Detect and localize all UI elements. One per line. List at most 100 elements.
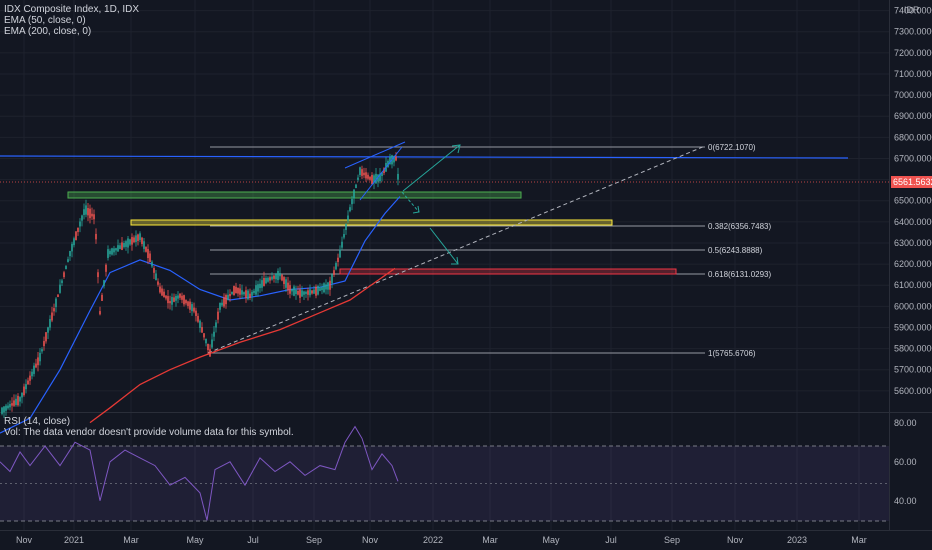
candle-body: [257, 284, 259, 292]
candle-body: [351, 198, 353, 205]
candle-body: [233, 285, 235, 296]
candle-body: [271, 276, 273, 280]
candle-body: [277, 270, 279, 281]
candle-body: [85, 205, 87, 215]
candle-body: [255, 285, 257, 295]
candle-body: [33, 365, 35, 374]
candle-body: [29, 375, 31, 381]
candle-body: [39, 352, 41, 362]
candle-body: [393, 155, 395, 163]
candle-body: [13, 400, 15, 406]
candle-body: [153, 268, 155, 273]
price-tick-label: 5900.0000: [894, 322, 932, 332]
candle-body: [309, 289, 311, 296]
volume-notice: Vol: The data vendor doesn't provide vol…: [4, 427, 294, 438]
channel-line-lower[interactable]: [359, 146, 403, 201]
ema50-line: [0, 196, 401, 434]
candle-body: [103, 280, 105, 287]
candle-body: [335, 263, 337, 270]
candle-body: [183, 295, 185, 305]
candle-body: [301, 290, 303, 297]
candle-body: [327, 282, 329, 290]
candle-body: [49, 318, 51, 328]
ema200-line: [89, 267, 396, 424]
candle-body: [261, 280, 263, 288]
candle-body: [365, 172, 367, 179]
candle-body: [297, 290, 299, 295]
candle-body: [147, 249, 149, 259]
candle-body: [223, 297, 225, 307]
candle-body: [381, 172, 383, 176]
candle-body: [67, 259, 69, 262]
candle-body: [187, 301, 189, 306]
dashed-trend-line[interactable]: [207, 145, 706, 354]
candle-body: [287, 282, 289, 291]
candle-body: [269, 277, 271, 281]
candle-body: [53, 308, 55, 312]
candle-body: [225, 295, 227, 305]
candle-body: [137, 234, 139, 241]
ema200-legend[interactable]: EMA (200, close, 0): [4, 26, 92, 37]
candle-body: [95, 233, 97, 240]
time-tick-label: 2023: [787, 535, 807, 545]
yellow-support-zone[interactable]: [130, 219, 613, 226]
candle-body: [123, 242, 125, 248]
candle-body: [191, 304, 193, 312]
candle-body: [177, 295, 179, 299]
candle-body: [305, 291, 307, 294]
candle-body: [245, 290, 247, 298]
candle-body: [141, 237, 143, 245]
candle-body: [253, 290, 255, 293]
rsi-tick-label: 80.00: [894, 418, 917, 428]
price-tick-label: 6500.0000: [894, 196, 932, 206]
candle-body: [283, 277, 285, 285]
red-support-zone[interactable]: [339, 268, 677, 275]
price-tick-label: 7100.0000: [894, 69, 932, 79]
channel-line-upper[interactable]: [344, 141, 406, 169]
candle-body: [357, 177, 359, 180]
candle-body: [175, 295, 177, 301]
symbol-title[interactable]: IDX Composite Index, 1D, IDX: [4, 4, 140, 15]
rsi-axis[interactable]: 80.00 60.00 40.00: [894, 418, 917, 506]
green-support-zone[interactable]: [67, 191, 522, 199]
candle-body: [395, 156, 397, 161]
candle-body: [285, 279, 287, 288]
rsi-title[interactable]: RSI (14, close): [4, 416, 71, 427]
candle-body: [23, 386, 25, 396]
candle-body: [197, 315, 199, 322]
current-price-tag: [891, 176, 932, 188]
candle-body: [307, 290, 309, 295]
candle-body: [311, 290, 313, 294]
blue-horizontal-line[interactable]: [0, 155, 849, 159]
candle-body: [173, 297, 175, 302]
candle-body: [325, 284, 327, 290]
time-tick-label: 2021: [64, 535, 84, 545]
candle-body: [75, 231, 77, 241]
candle-body: [383, 168, 385, 174]
ema50-legend[interactable]: EMA (50, close, 0): [4, 15, 86, 26]
candle-body: [97, 272, 99, 278]
candle-body: [359, 167, 361, 175]
candle-body: [61, 280, 63, 283]
candle-body: [31, 371, 33, 377]
candle-body: [115, 248, 117, 251]
candle-body: [21, 392, 23, 398]
candle-body: [117, 245, 119, 252]
candle-body: [217, 311, 219, 320]
time-axis[interactable]: Nov 2021 Mar May Jul Sep Nov 2022 Mar May Jul Sep No…: [16, 535, 867, 545]
candle-body: [275, 273, 277, 280]
candle-body: [17, 395, 19, 406]
candle-body: [313, 289, 315, 294]
candle-body: [361, 169, 363, 176]
price-axis[interactable]: IDR 7400.0000 7300.0000 7200.0000 7100.0000…: [894, 5, 932, 396]
price-tick-label: 5800.0000: [894, 344, 932, 354]
candle-body: [207, 343, 209, 351]
candle-body: [333, 270, 335, 275]
candle-body: [91, 213, 93, 217]
candle-body: [99, 311, 101, 315]
candle-body: [373, 175, 375, 183]
candle-body: [107, 249, 109, 258]
candle-body: [121, 242, 123, 250]
candle-body: [125, 241, 127, 247]
